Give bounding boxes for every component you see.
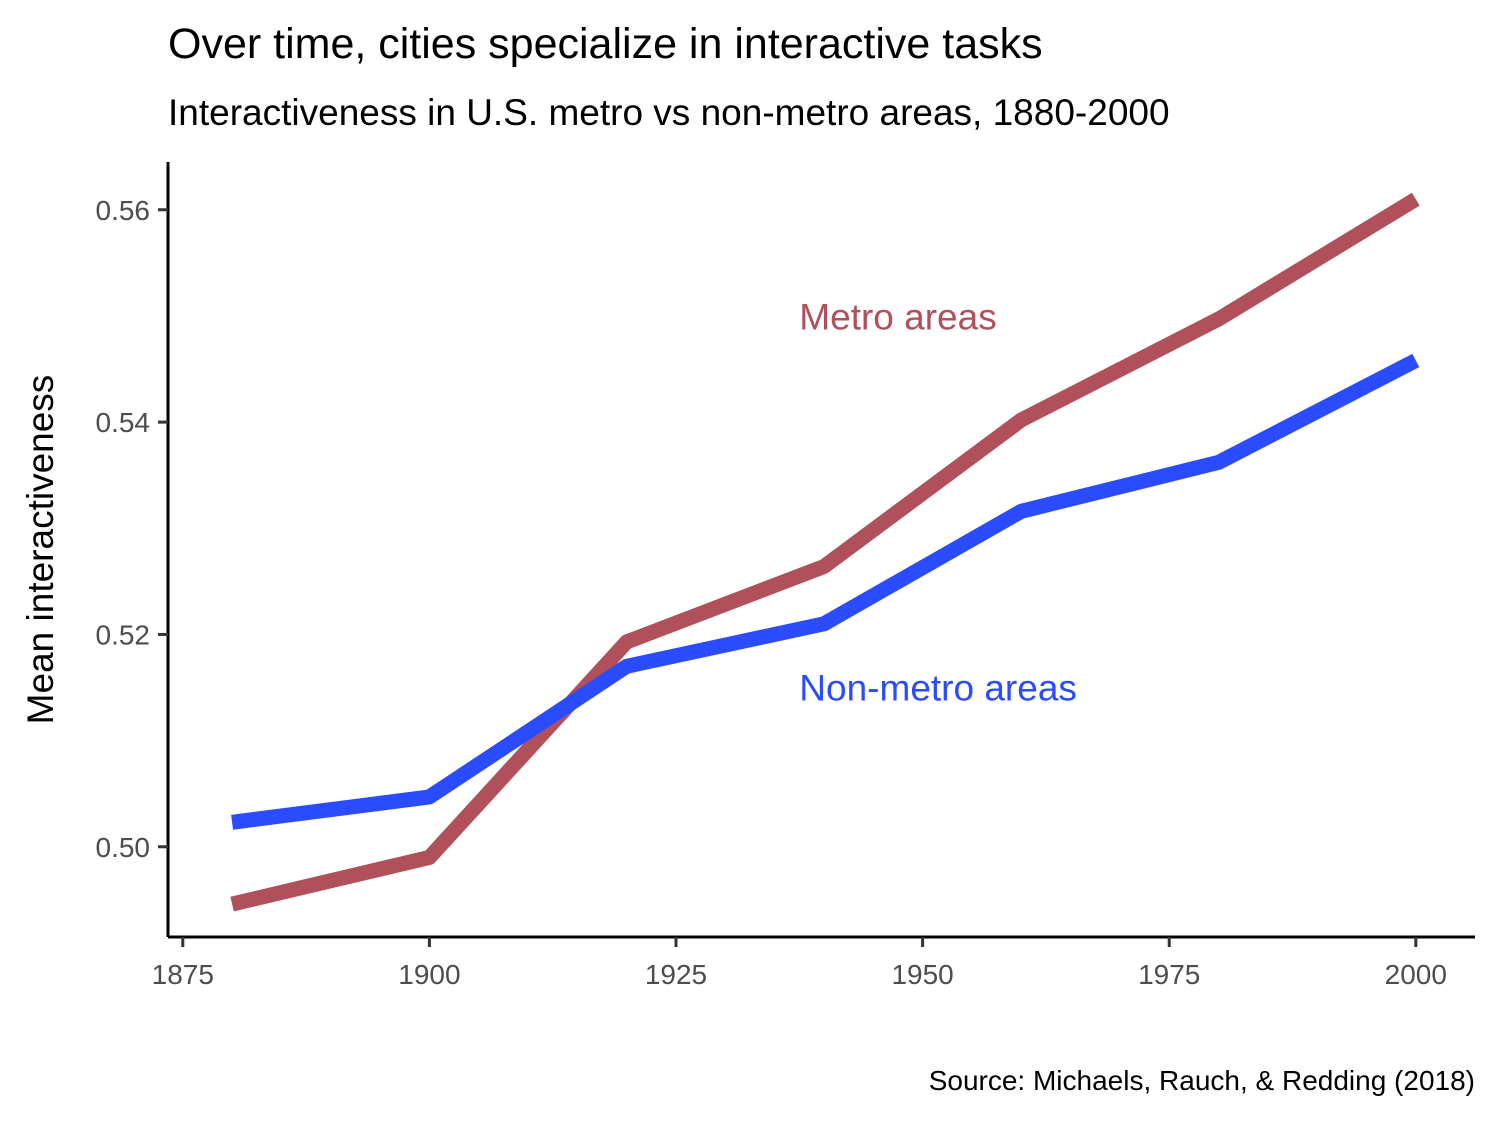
x-tick-label: 2000 xyxy=(1385,959,1447,990)
series-lines xyxy=(230,192,1420,912)
non-metro-series-line xyxy=(231,353,1420,830)
y-tick-label: 0.56 xyxy=(96,195,151,226)
axes: 0.50 0.52 0.54 0.56 1875 1900 1925 1950 1975 2000… xyxy=(20,162,1475,990)
x-tick-label: 1950 xyxy=(891,959,953,990)
x-tick-label: 1900 xyxy=(398,959,460,990)
y-axis-title: Mean interactiveness xyxy=(20,375,61,725)
metro-series-line xyxy=(230,192,1420,912)
x-tick-label: 1875 xyxy=(152,959,214,990)
series-labels: Metro areas Non-metro areas xyxy=(799,297,1077,709)
x-tick-label: 1925 xyxy=(645,959,707,990)
chart-title: Over time, cities specialize in interact… xyxy=(168,20,1043,68)
y-tick-label: 0.54 xyxy=(96,407,151,438)
non-metro-series-label: Non-metro areas xyxy=(799,667,1077,708)
metro-series-label: Metro areas xyxy=(799,297,996,338)
chart-subtitle: Interactiveness in U.S. metro vs non-met… xyxy=(168,92,1170,133)
y-tick-label: 0.52 xyxy=(96,619,151,650)
y-tick-label: 0.50 xyxy=(96,832,151,863)
chart-caption: Source: Michaels, Rauch, & Redding (2018… xyxy=(928,1065,1475,1096)
x-tick-label: 1975 xyxy=(1138,959,1200,990)
